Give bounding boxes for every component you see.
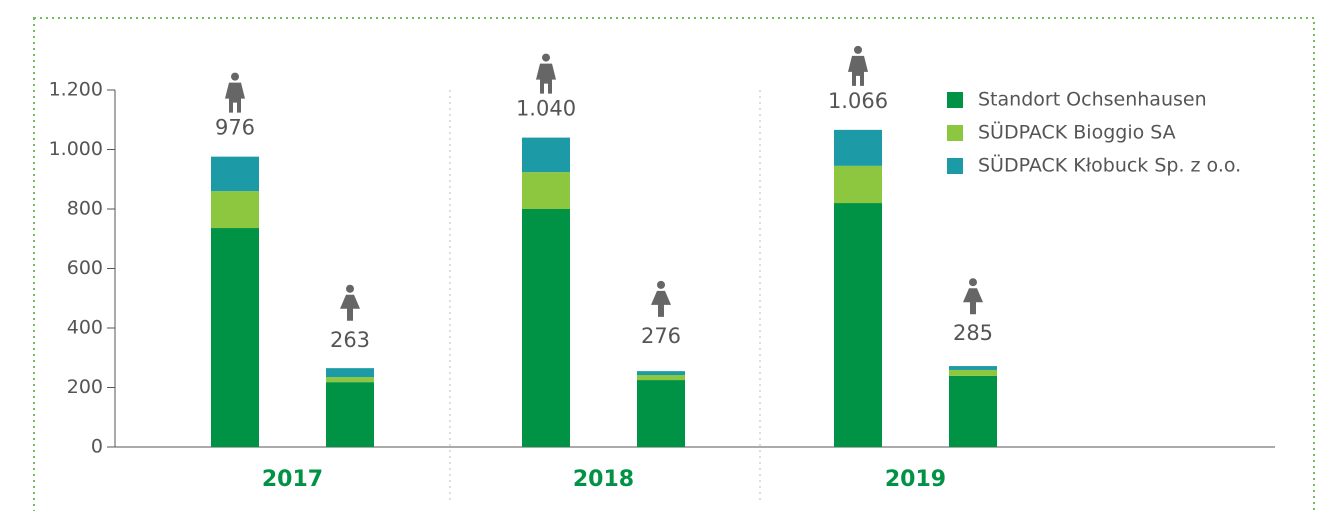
bar-segment	[637, 380, 685, 447]
y-tick-label: 800	[67, 198, 103, 220]
bar-segment	[949, 366, 997, 370]
bar-segment	[211, 191, 259, 229]
male-icon	[848, 45, 868, 86]
y-tick-label: 0	[91, 436, 103, 458]
bar-segment	[522, 209, 570, 447]
female-icon	[963, 278, 983, 315]
total-label: 276	[641, 324, 681, 348]
x-group-label: 2019	[885, 467, 946, 492]
bar-segment	[211, 156, 259, 192]
y-tick-label: 200	[67, 376, 103, 398]
legend-label: Standort Ochsenhausen	[978, 89, 1207, 111]
y-tick-label: 1.200	[49, 79, 103, 101]
female-icon	[651, 280, 671, 317]
bar-segment	[834, 203, 882, 447]
bar-segment	[326, 377, 374, 383]
bar-segment	[834, 129, 882, 166]
total-label: 263	[330, 328, 370, 352]
bar-segment	[522, 137, 570, 173]
bar-segment	[326, 368, 374, 378]
bar-segment	[326, 382, 374, 447]
legend-swatch	[947, 92, 963, 108]
bar-segment	[637, 371, 685, 376]
total-label: 285	[953, 321, 993, 345]
bar-segment	[834, 165, 882, 204]
y-tick-label: 600	[67, 257, 103, 279]
bar-segment	[211, 228, 259, 447]
y-tick-label: 1.000	[49, 138, 103, 160]
legend-swatch	[947, 125, 963, 141]
legend-label: SÜDPACK Bioggio SA	[978, 121, 1176, 144]
bar-segment	[522, 172, 570, 209]
legend-label: SÜDPACK Kłobuck Sp. z o.o.	[978, 154, 1241, 177]
legend-swatch	[947, 158, 963, 174]
x-group-label: 2017	[262, 467, 323, 492]
total-label: 1.066	[828, 89, 888, 113]
bar-segment	[949, 369, 997, 376]
y-tick-label: 400	[67, 317, 103, 339]
total-label: 976	[215, 116, 255, 140]
male-icon	[536, 53, 556, 94]
x-group-label: 2018	[573, 467, 634, 492]
bar-segment	[637, 375, 685, 381]
female-icon	[340, 284, 360, 321]
bar-segment	[949, 375, 997, 447]
total-label: 1.040	[516, 97, 576, 121]
frame	[33, 17, 1315, 511]
male-icon	[225, 72, 245, 113]
